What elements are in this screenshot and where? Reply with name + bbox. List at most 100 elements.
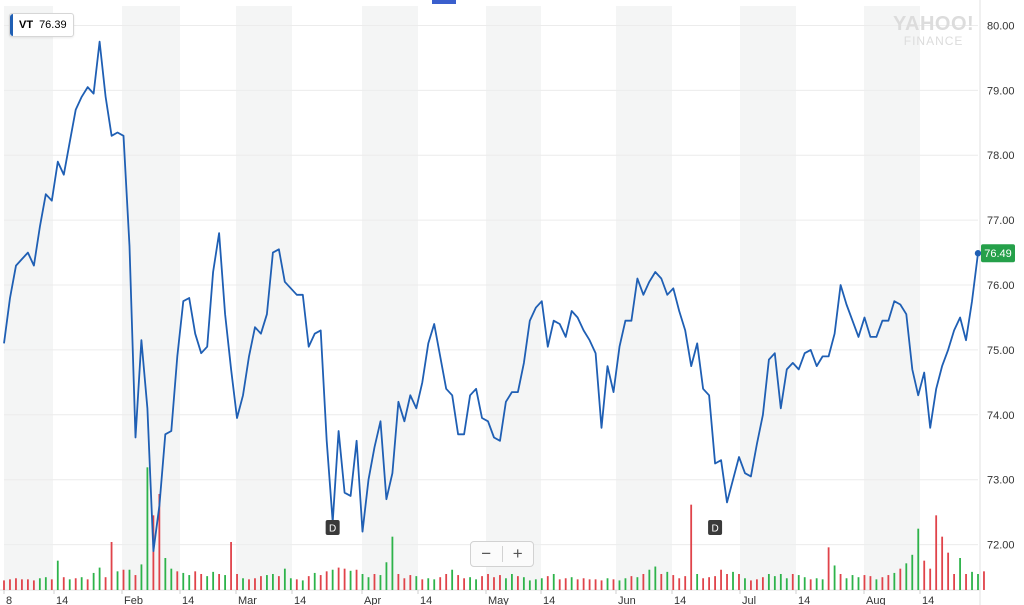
zoom-in-button[interactable]: + xyxy=(512,544,523,563)
legend-symbol: VT xyxy=(19,19,34,31)
volume-bar xyxy=(38,578,41,590)
volume-bar xyxy=(182,572,185,590)
volume-bar xyxy=(540,578,543,590)
volume-bar xyxy=(923,560,926,590)
zoom-out-button[interactable]: − xyxy=(481,544,492,563)
x-tick-label: 14 xyxy=(420,595,432,605)
volume-bar xyxy=(50,579,53,590)
volume-bar xyxy=(242,578,244,590)
volume-bar xyxy=(767,574,770,590)
volume-bar xyxy=(385,562,388,590)
volume-bar xyxy=(935,515,938,590)
price-line xyxy=(3,40,979,552)
month-band xyxy=(236,6,292,590)
price-tag-label: 76.49 xyxy=(984,248,1012,260)
volume-bar xyxy=(947,552,950,590)
volume-bar xyxy=(487,574,489,590)
volume-bar xyxy=(499,575,501,590)
volume-bar xyxy=(415,576,418,590)
volume-bar xyxy=(905,563,908,590)
volume-bar xyxy=(684,576,687,590)
y-tick-label: 76.00 xyxy=(987,280,1015,292)
volume-bar xyxy=(361,574,364,590)
volume-bar xyxy=(475,579,477,590)
volume-bar xyxy=(803,577,806,590)
volume-bar xyxy=(44,577,47,590)
volume-bar xyxy=(773,576,776,590)
range-indicator[interactable] xyxy=(432,0,456,4)
volume-bar xyxy=(27,579,29,590)
volume-bar xyxy=(941,536,944,590)
volume-bar xyxy=(761,577,764,590)
volume-bar xyxy=(750,580,752,590)
volume-bar xyxy=(516,576,519,590)
month-band xyxy=(740,6,796,590)
volume-bar xyxy=(307,576,310,590)
volume-bar xyxy=(983,571,985,590)
volume-bar xyxy=(714,576,716,590)
volume-bar xyxy=(110,542,113,590)
series-legend[interactable]: VT 76.39 xyxy=(9,13,74,37)
volume-bar xyxy=(564,578,567,590)
x-tick-label: Apr xyxy=(364,595,381,605)
volume-bar xyxy=(421,579,424,590)
legend-value: 76.39 xyxy=(39,19,67,31)
y-tick-label: 72.00 xyxy=(987,540,1015,552)
month-band xyxy=(864,6,920,590)
volume-bar xyxy=(911,554,914,590)
volume-bar xyxy=(726,574,728,590)
volume-bar xyxy=(744,578,746,590)
volume-bar xyxy=(534,579,537,590)
volume-bar xyxy=(230,542,232,590)
dividend-marker-label: D xyxy=(329,524,336,535)
yahoo-finance-logo: YAHOO! FINANCE xyxy=(893,14,974,47)
volume-bar xyxy=(881,577,884,590)
volume-bar xyxy=(9,579,11,590)
volume-bar xyxy=(445,574,448,590)
month-bands xyxy=(4,6,920,590)
legend-color-bar xyxy=(10,14,13,36)
volume-bar xyxy=(457,575,460,590)
volume-bar xyxy=(92,572,95,590)
x-tick-label: 14 xyxy=(674,595,686,605)
volume-bar xyxy=(833,565,836,590)
volume-bar xyxy=(732,571,734,590)
volume-bar xyxy=(427,578,430,590)
volume-bar xyxy=(254,578,256,590)
volume-bar xyxy=(636,577,639,590)
volume-bar xyxy=(594,579,597,590)
volume-bar xyxy=(965,574,967,590)
volume-bar xyxy=(648,569,651,590)
dividend-marker-label: D xyxy=(711,524,718,535)
volume-bar xyxy=(672,575,675,590)
volume-bar xyxy=(463,578,466,590)
volume-bar xyxy=(505,578,507,590)
volume-bar xyxy=(708,577,711,590)
volume-bar xyxy=(152,515,155,590)
volume-bar xyxy=(409,575,412,590)
volume-bar xyxy=(337,567,340,590)
volume-bar xyxy=(618,580,621,590)
month-band xyxy=(4,6,53,590)
price-line-group xyxy=(3,40,982,552)
volume-bar xyxy=(164,558,167,590)
x-axis-ticks: 8 14 Feb 14 Mar 14 Apr 14 May 14 Jun 14 Jul 14 Aug 14 xyxy=(3,590,934,605)
month-band xyxy=(362,6,418,590)
volume-bar xyxy=(146,467,149,590)
volume-bar xyxy=(451,569,454,590)
volume-bar xyxy=(349,570,352,590)
volume-bar xyxy=(236,574,238,590)
volume-bar xyxy=(62,577,65,590)
volume-bar xyxy=(863,575,866,590)
volume-bar xyxy=(194,571,197,590)
volume-bar xyxy=(439,577,442,590)
volume-bar xyxy=(797,575,800,590)
volume-bar xyxy=(630,576,633,590)
x-tick-label: 14 xyxy=(56,595,68,605)
y-tick-label: 80.00 xyxy=(987,20,1015,32)
x-tick-label: Jul xyxy=(742,595,756,605)
month-band xyxy=(616,6,672,590)
volume-bar xyxy=(170,568,173,590)
